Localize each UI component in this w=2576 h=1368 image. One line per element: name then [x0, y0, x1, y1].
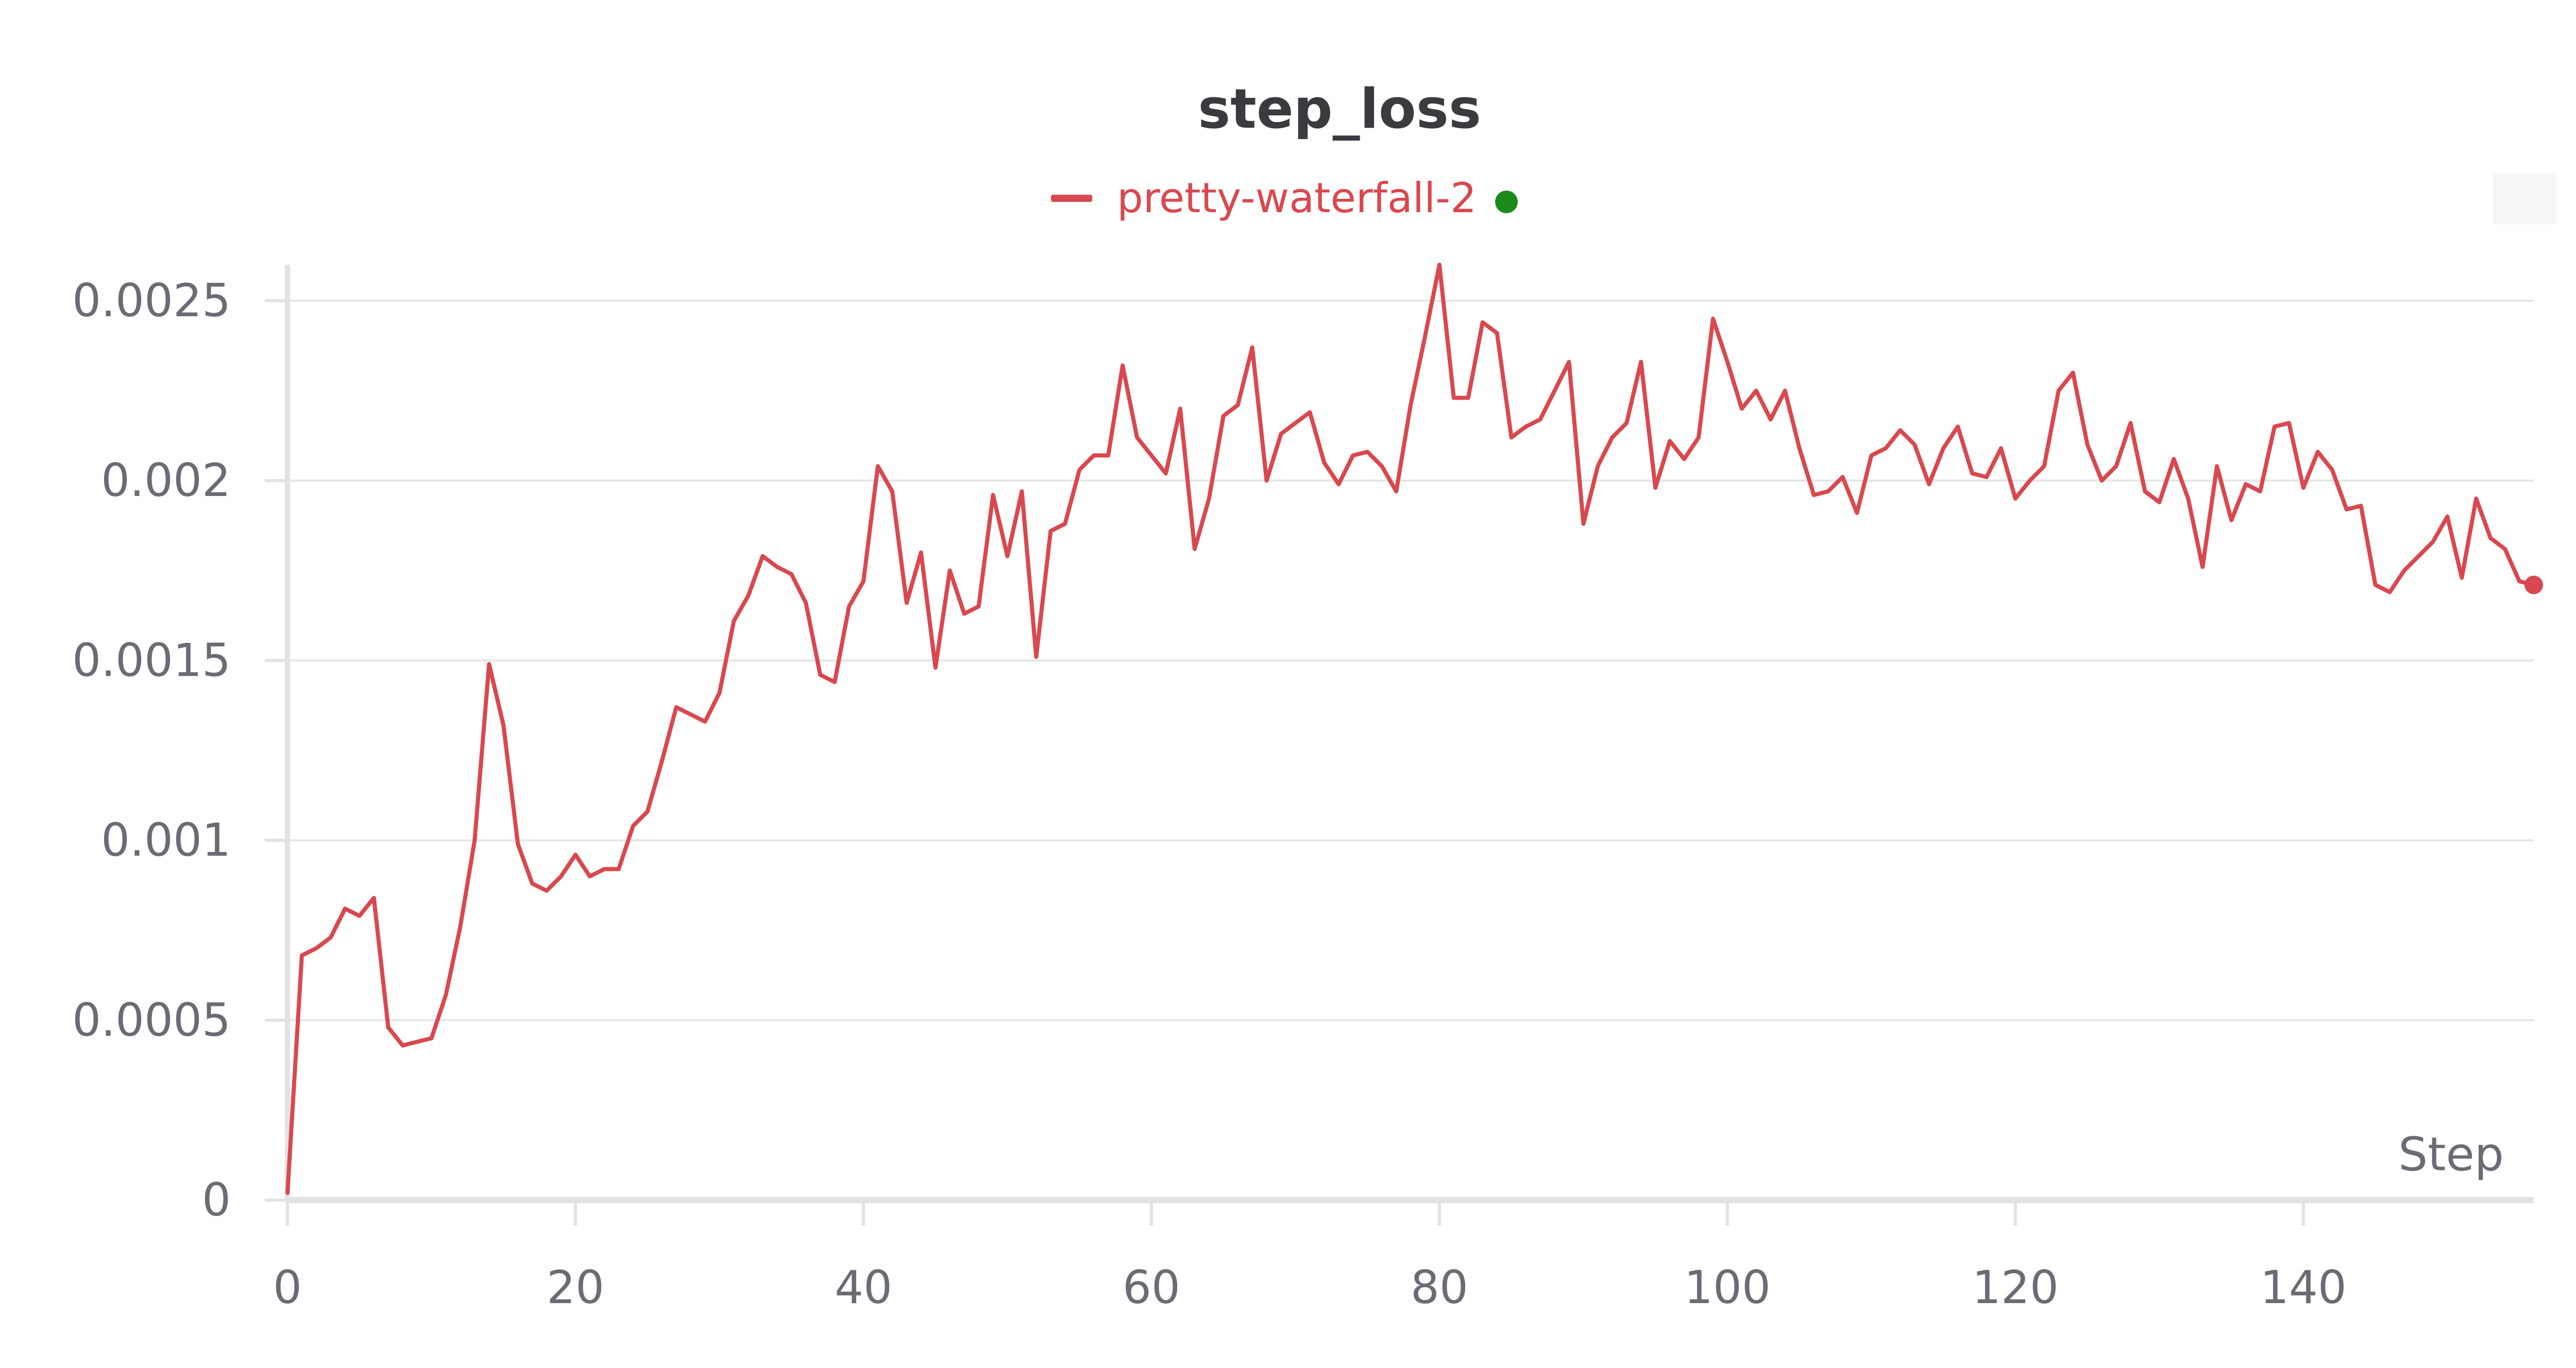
x-tick-label: 100 [1684, 1261, 1771, 1314]
legend-label-pretty-waterfall-2: pretty-waterfall-2 [1117, 174, 1477, 222]
x-tick-label: 140 [2260, 1261, 2347, 1314]
x-axis-tick-labels: 0 20 40 60 80 100 120 140 [273, 1261, 2347, 1314]
series-line-pretty-waterfall-2 [285, 263, 2536, 1195]
x-tick-label: 0 [273, 1261, 302, 1314]
x-axis-title: Step [2398, 1127, 2504, 1182]
chart-menu-button[interactable] [2493, 173, 2556, 225]
series-layer [285, 263, 2543, 1195]
y-tick-label: 0.0015 [72, 634, 231, 687]
x-tick-label: 20 [547, 1261, 604, 1314]
x-tick-label: 120 [1972, 1261, 2059, 1314]
run-status-dot [1495, 191, 1518, 213]
y-axis-tick-labels: 0 0.0005 0.001 0.0015 0.002 0.0025 [72, 274, 231, 1226]
y-tick-label: 0.002 [101, 454, 231, 507]
chart-title: step_loss [1198, 77, 1481, 141]
x-tick-label: 80 [1411, 1261, 1468, 1314]
axes [285, 265, 2534, 1226]
series-last-point [2524, 575, 2543, 594]
y-tick-label: 0.001 [101, 814, 231, 867]
y-tick-label: 0.0025 [72, 274, 231, 327]
x-tick-label: 40 [835, 1261, 892, 1314]
x-tick-label: 60 [1123, 1261, 1180, 1314]
grid [265, 299, 2534, 1202]
legend-swatch-pretty-waterfall-2 [1051, 195, 1092, 202]
y-tick-label: 0 [202, 1173, 231, 1226]
legend[interactable]: pretty-waterfall-2 [1051, 174, 1518, 222]
y-tick-label: 0.0005 [72, 994, 231, 1047]
